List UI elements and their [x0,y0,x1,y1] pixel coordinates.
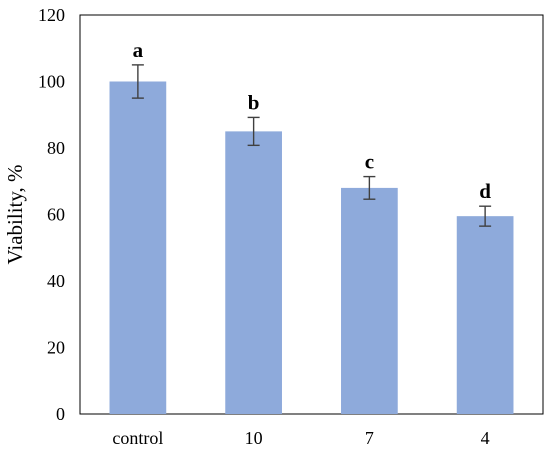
bar [456,216,514,414]
y-tick-label: 0 [56,404,65,424]
y-axis-title: Viability, % [3,164,27,264]
bars-group [109,81,514,414]
significance-label: c [365,150,374,174]
error-bar [131,64,144,99]
bar [225,131,282,414]
bar [109,81,167,414]
significance-label: d [479,179,491,203]
y-tick-label: 60 [47,205,65,225]
y-tick-label: 80 [47,138,65,158]
significance-label: b [248,90,260,114]
error-bar [247,116,260,147]
y-tick-label: 120 [38,5,65,25]
y-tick-label: 100 [38,72,65,92]
error-bars-group [131,64,492,227]
significance-labels: a b c d [133,38,492,203]
error-bar [363,175,376,200]
y-axis: 0 20 40 60 80 100 120 [38,5,65,424]
x-tick-label: control [112,428,163,448]
y-tick-label: 20 [47,338,65,358]
x-tick-label: 10 [245,428,263,448]
x-tick-label: 7 [365,428,374,448]
significance-label: a [133,38,144,62]
error-bar [479,205,492,227]
bar [341,187,398,414]
x-tick-label: 4 [481,428,490,448]
plot-frame [79,14,544,415]
y-tick-label: 40 [47,271,65,291]
x-axis: control 10 7 4 [112,428,489,448]
